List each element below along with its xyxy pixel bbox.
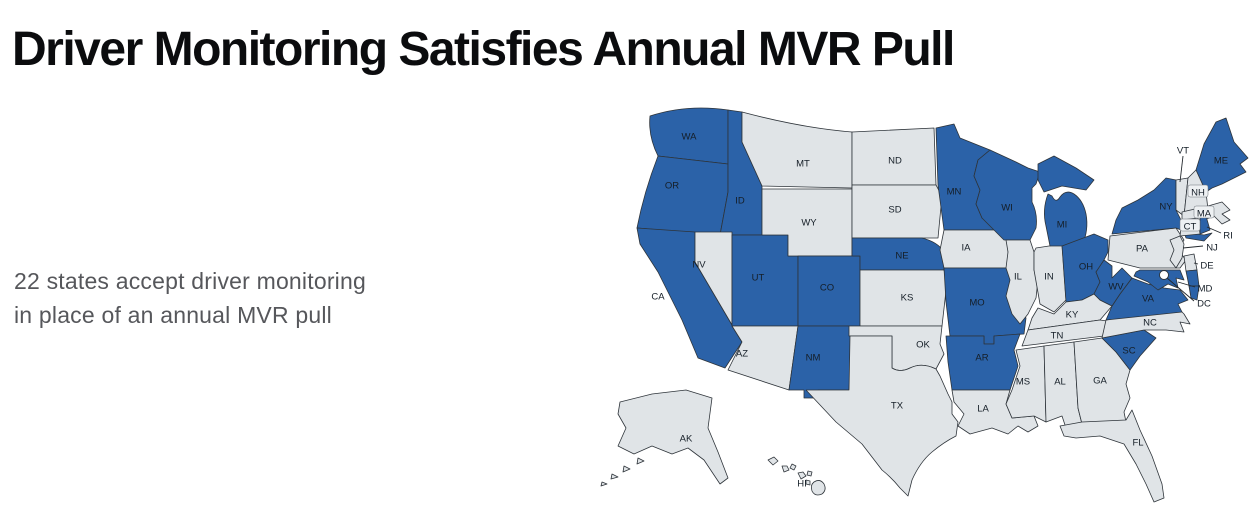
state-label-WI: WI <box>1001 203 1013 214</box>
state-label-MA: MA <box>1197 209 1212 220</box>
state-label-NV: NV <box>692 260 706 271</box>
state-TX <box>805 335 959 497</box>
page-title: Driver Monitoring Satisfies Annual MVR P… <box>12 23 955 76</box>
state-label-CA: CA <box>651 292 665 303</box>
us-choropleth-map: WA OR CA ID NV UT AZ MT WY CO NM ND SD NE KS OK TX MN IA MO… <box>600 107 1249 503</box>
state-label-IN: IN <box>1044 272 1054 283</box>
state-MD <box>1133 269 1185 291</box>
leader-line-NJ <box>1182 245 1204 249</box>
state-label-UT: UT <box>752 273 765 284</box>
us-map-container: WA OR CA ID NV UT AZ MT WY CO NM ND SD NE KS OK TX MN IA MO… <box>592 92 1252 532</box>
state-label-KY: KY <box>1066 310 1079 321</box>
state-label-NH: NH <box>1191 188 1205 199</box>
state-label-VT: VT <box>1177 146 1189 157</box>
state-label-NE: NE <box>895 251 908 262</box>
leader-line-DE <box>1193 262 1199 265</box>
state-label-CT: CT <box>1184 222 1197 233</box>
state-OR <box>636 155 729 236</box>
state-AR <box>945 333 1021 391</box>
state-label-AL: AL <box>1054 377 1066 388</box>
subtitle-line-1: 22 states accept driver monitoring <box>14 268 366 294</box>
state-label-IA: IA <box>962 243 972 254</box>
state-label-NY: NY <box>1159 202 1173 213</box>
state-label-VA: VA <box>1142 294 1155 305</box>
leader-line-VT <box>1179 155 1184 183</box>
state-label-TN: TN <box>1051 331 1064 342</box>
state-FL <box>1059 409 1165 503</box>
state-label-NJ: NJ <box>1206 243 1218 254</box>
state-label-SC: SC <box>1122 346 1135 357</box>
state-AK <box>600 389 729 487</box>
state-label-OK: OK <box>916 340 930 351</box>
state-MT <box>741 111 853 189</box>
state-IL <box>1005 239 1039 325</box>
state-AZ <box>727 325 799 391</box>
leader-line-RI <box>1206 226 1222 234</box>
state-label-OR: OR <box>665 181 679 192</box>
state-label-AR: AR <box>975 353 988 364</box>
subtitle: 22 states accept driver monitoring in pl… <box>14 264 474 332</box>
state-label-ND: ND <box>888 156 902 167</box>
leader-line-DC <box>1166 277 1195 302</box>
state-NM <box>788 325 854 399</box>
state-label-LA: LA <box>977 404 989 415</box>
state-WV <box>1093 259 1133 307</box>
state-VA-eastern-shore <box>1188 285 1200 301</box>
state-label-MD: MD <box>1198 284 1213 295</box>
state-label-WV: WV <box>1108 282 1124 293</box>
state-label-WA: WA <box>682 132 698 143</box>
state-label-MT: MT <box>796 159 810 170</box>
state-label-AZ: AZ <box>736 349 748 360</box>
state-label-AK: AK <box>680 434 693 445</box>
state-label-GA: GA <box>1093 376 1107 387</box>
state-label-CO: CO <box>820 283 834 294</box>
state-MI <box>1037 155 1095 247</box>
state-label-PA: PA <box>1136 244 1149 255</box>
state-label-MO: MO <box>969 298 984 309</box>
state-label-FL: FL <box>1132 438 1143 449</box>
dc-marker-icon <box>1159 270 1169 280</box>
state-SD <box>851 184 943 239</box>
state-label-ME: ME <box>1214 156 1228 167</box>
state-label-MS: MS <box>1016 377 1030 388</box>
leader-line-MD <box>1177 281 1196 288</box>
state-label-box-MA <box>1193 205 1215 219</box>
state-label-OH: OH <box>1079 262 1093 273</box>
state-label-NM: NM <box>806 353 821 364</box>
state-label-WY: WY <box>801 218 817 229</box>
state-label-ID: ID <box>735 196 745 207</box>
subtitle-line-2: in place of an annual MVR pull <box>14 302 332 328</box>
state-NJ <box>1169 235 1185 269</box>
state-label-TX: TX <box>891 401 904 412</box>
state-label-DE: DE <box>1200 261 1213 272</box>
state-label-box-CT <box>1179 218 1201 232</box>
state-label-DC: DC <box>1197 299 1211 310</box>
state-KS <box>859 269 948 327</box>
state-HI <box>767 456 826 496</box>
state-DE <box>1183 253 1198 272</box>
state-ME <box>1195 117 1249 193</box>
state-label-MI: MI <box>1057 220 1068 231</box>
state-label-HI: HI <box>797 479 807 490</box>
state-label-NC: NC <box>1143 318 1157 329</box>
state-label-SD: SD <box>888 205 901 216</box>
state-label-RI: RI <box>1223 231 1233 242</box>
state-label-box-NH <box>1187 184 1209 198</box>
state-label-IL: IL <box>1014 272 1022 283</box>
state-label-KS: KS <box>901 293 914 304</box>
state-label-MN: MN <box>947 187 962 198</box>
